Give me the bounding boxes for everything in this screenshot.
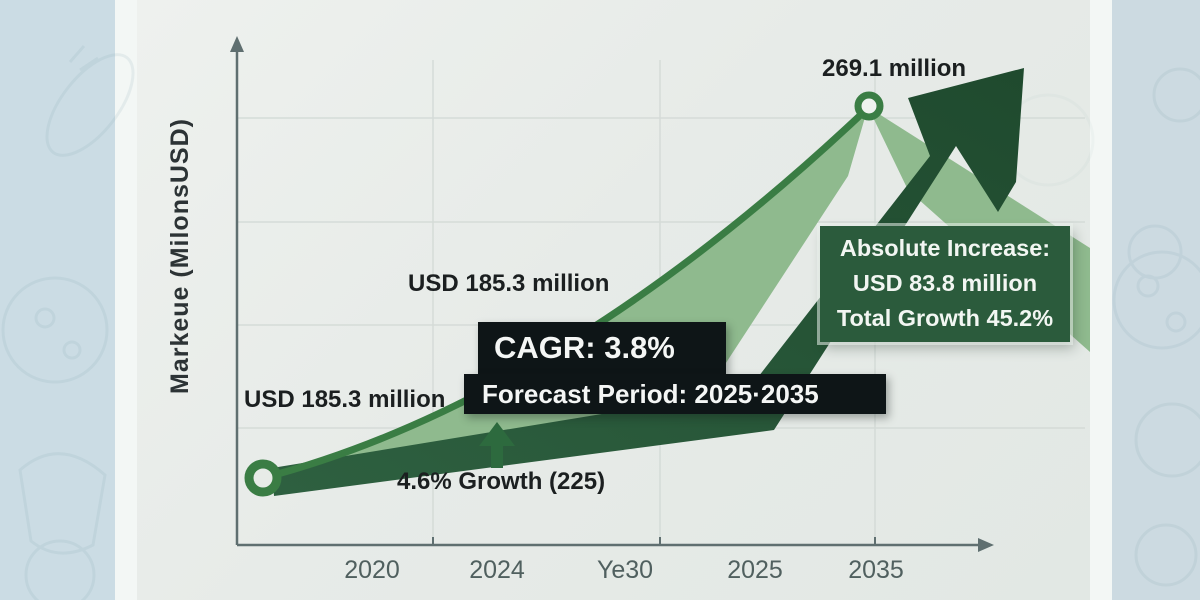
data-point-marker-peak <box>854 91 884 121</box>
x-tick-2020: 2020 <box>344 556 400 584</box>
forecast-period-annotation-box: Forecast Period: 2025·2035 <box>464 374 886 414</box>
cookie-doodle-icon <box>1152 67 1200 123</box>
peak-value-label: 269.1 million <box>822 55 967 82</box>
x-tick-2025: 2025 <box>727 556 783 584</box>
plate-doodle-icon <box>24 539 96 600</box>
absolute-increase-title: Absolute Increase: <box>839 235 1051 261</box>
y-axis-arrowhead-icon <box>230 36 244 52</box>
right-white-strip <box>1090 0 1112 600</box>
absolute-increase-value: USD 83.8 million <box>852 270 1038 296</box>
start-value-label: USD 185.3 million <box>244 386 446 413</box>
y-axis-label: Markeue (MilonsUSD) <box>166 118 194 394</box>
cookie-chip-doodle-icon <box>62 340 82 360</box>
cookie-chip-doodle-icon <box>34 307 56 329</box>
cookie-doodle-icon <box>1112 250 1200 350</box>
carrot-doodle-icon <box>45 53 135 157</box>
left-decor-band <box>0 0 115 600</box>
cookie-doodle-icon <box>1134 402 1200 478</box>
absolute-increase-annotation-box: Absolute Increase: USD 83.8 million Tota… <box>820 226 1070 342</box>
up-arrow-icon <box>479 422 515 468</box>
carrot-leaf-doodle-icon <box>68 45 99 72</box>
total-growth-value: Total Growth 45.2% <box>836 305 1054 331</box>
x-axis-arrowhead-icon <box>978 538 994 552</box>
cookie-chip-doodle-icon <box>1165 311 1187 333</box>
cupcake-doodle-icon <box>18 452 107 555</box>
growth-note-label: 4.6% Growth (225) <box>397 468 606 495</box>
axes <box>235 48 982 547</box>
cagr-annotation-box: CAGR: 3.8% <box>478 322 726 374</box>
left-white-strip <box>115 0 137 600</box>
data-point-marker-start <box>244 459 282 497</box>
mid-value-label: USD 185.3 million <box>408 270 610 297</box>
x-tick-2035: 2035 <box>848 556 904 584</box>
x-tick-ye30: Ye30 <box>596 556 654 584</box>
cookie-doodle-icon <box>1127 224 1183 280</box>
right-decor-band <box>1112 0 1200 600</box>
cookie-doodle-icon <box>1 276 109 384</box>
x-tick-2024: 2024 <box>469 556 525 584</box>
cup-doodle-icon <box>1134 523 1198 587</box>
cookie-chip-doodle-icon <box>1136 274 1160 298</box>
